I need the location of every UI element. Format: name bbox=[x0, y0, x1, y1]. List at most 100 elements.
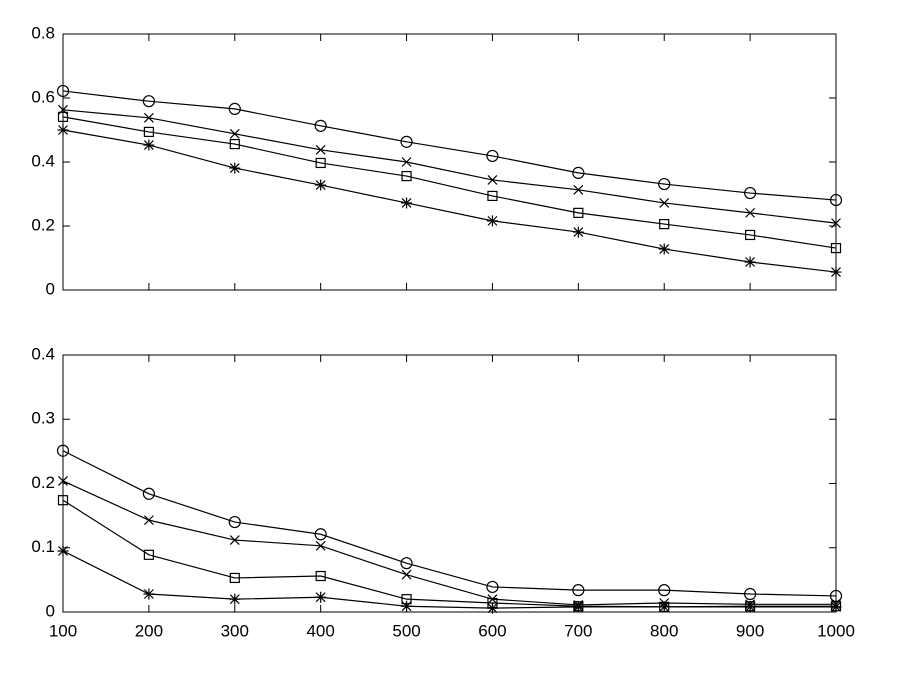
marker-square bbox=[315, 157, 326, 169]
marker bbox=[57, 111, 69, 122]
marker-cross bbox=[229, 128, 240, 139]
marker bbox=[745, 207, 756, 218]
marker-circle bbox=[744, 186, 757, 200]
marker bbox=[658, 177, 671, 191]
marker bbox=[315, 144, 326, 155]
marker bbox=[143, 126, 154, 138]
x-tick-label: 200 bbox=[135, 621, 163, 640]
marker-circle bbox=[486, 149, 499, 163]
marker-cross bbox=[143, 112, 154, 123]
marker-circle bbox=[829, 193, 843, 207]
marker bbox=[229, 128, 240, 139]
marker-square bbox=[745, 229, 756, 241]
marker bbox=[658, 243, 670, 255]
marker-cross bbox=[57, 545, 69, 557]
marker bbox=[744, 186, 757, 200]
marker-square bbox=[229, 572, 240, 584]
y-tick-label: 0 bbox=[46, 279, 55, 298]
marker bbox=[57, 495, 69, 506]
marker-cross bbox=[486, 215, 498, 227]
y-tick-label: 0 bbox=[46, 601, 55, 620]
marker-circle bbox=[400, 135, 413, 148]
y-tick-label: 0.4 bbox=[31, 151, 55, 170]
series-line bbox=[62, 109, 837, 224]
marker-cross bbox=[315, 144, 326, 155]
marker-cross bbox=[744, 256, 756, 268]
marker-cross bbox=[830, 601, 842, 613]
marker bbox=[486, 149, 499, 163]
marker bbox=[143, 112, 154, 123]
marker-circle bbox=[314, 528, 327, 541]
marker bbox=[400, 557, 413, 570]
marker bbox=[486, 602, 498, 614]
marker-circle bbox=[142, 487, 155, 500]
marker-circle bbox=[56, 444, 70, 457]
marker bbox=[829, 193, 843, 207]
series-line bbox=[62, 129, 837, 273]
marker-circle bbox=[572, 166, 585, 179]
marker-cross bbox=[830, 266, 842, 278]
x-tick-label: 700 bbox=[564, 621, 592, 640]
x-tick-label: 1000 bbox=[817, 621, 855, 640]
series-line bbox=[62, 480, 836, 606]
marker-circle bbox=[658, 584, 671, 597]
y-tick-label: 0.6 bbox=[31, 87, 55, 106]
marker bbox=[400, 135, 413, 148]
marker-cross bbox=[658, 601, 670, 613]
marker bbox=[229, 593, 241, 605]
marker bbox=[744, 256, 756, 268]
marker-square bbox=[573, 207, 584, 218]
marker-circle bbox=[142, 95, 155, 108]
marker-circle bbox=[744, 587, 757, 601]
marker bbox=[830, 242, 842, 254]
marker-square bbox=[229, 138, 240, 150]
y-tick-label: 0.3 bbox=[31, 409, 55, 428]
marker bbox=[142, 95, 155, 108]
marker bbox=[830, 266, 842, 278]
marker-square bbox=[401, 170, 412, 182]
marker-circle bbox=[228, 515, 241, 529]
x-tick-label: 100 bbox=[49, 621, 77, 640]
marker bbox=[143, 588, 155, 600]
marker-circle bbox=[314, 119, 327, 132]
marker-square bbox=[57, 111, 69, 122]
marker-cross bbox=[401, 600, 413, 612]
y-tick-label: 0.2 bbox=[31, 473, 55, 492]
marker bbox=[572, 226, 584, 238]
y-tick-label: 0.4 bbox=[31, 344, 55, 363]
marker bbox=[143, 515, 154, 526]
x-tick-label: 600 bbox=[478, 621, 506, 640]
marker-cross bbox=[659, 198, 670, 208]
marker-cross bbox=[658, 243, 670, 255]
marker-square bbox=[659, 218, 670, 230]
marker bbox=[142, 487, 155, 500]
marker bbox=[572, 601, 584, 613]
marker-cross bbox=[831, 218, 841, 229]
marker bbox=[486, 580, 499, 594]
series-line bbox=[62, 116, 837, 249]
marker-cross bbox=[744, 601, 756, 613]
marker-circle bbox=[228, 102, 241, 115]
marker bbox=[57, 124, 69, 136]
marker-circle bbox=[56, 84, 70, 98]
marker bbox=[228, 515, 241, 529]
x-tick-label: 500 bbox=[392, 621, 420, 640]
marker bbox=[229, 138, 240, 150]
marker bbox=[401, 197, 413, 209]
marker-square bbox=[143, 126, 154, 138]
marker bbox=[56, 444, 70, 457]
marker bbox=[573, 184, 584, 195]
marker bbox=[744, 587, 757, 601]
marker bbox=[830, 601, 842, 613]
series-line bbox=[62, 550, 836, 609]
marker bbox=[486, 215, 498, 227]
marker bbox=[572, 166, 585, 179]
marker bbox=[143, 549, 154, 560]
marker bbox=[58, 476, 68, 486]
marker bbox=[229, 572, 240, 584]
marker-circle bbox=[400, 557, 413, 570]
marker bbox=[745, 229, 756, 241]
marker-square bbox=[143, 549, 154, 560]
axes-box bbox=[62, 33, 837, 291]
